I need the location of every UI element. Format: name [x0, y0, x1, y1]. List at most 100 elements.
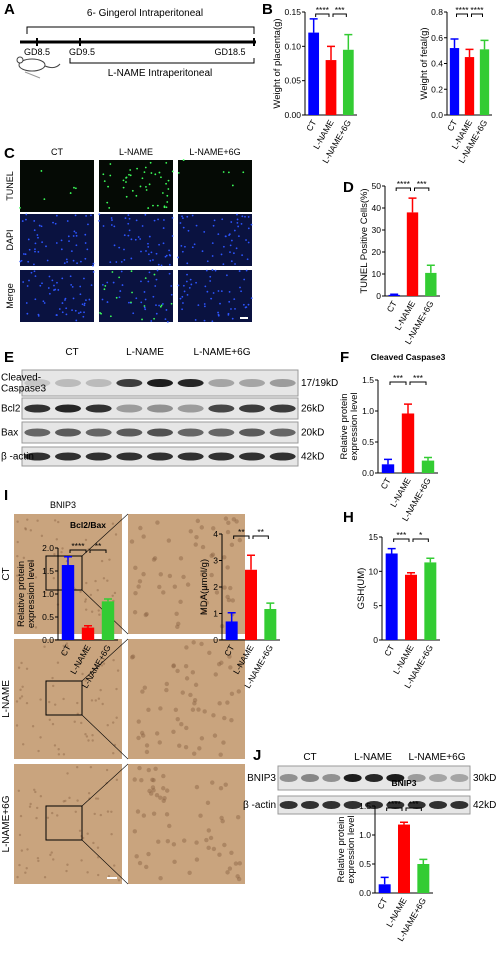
- cell-dot: [222, 171, 225, 173]
- blot-band: [147, 452, 173, 461]
- significance-label: ****: [455, 5, 469, 15]
- bar: [398, 824, 410, 893]
- tissue-dot: [87, 739, 90, 742]
- tissue-dot: [157, 740, 162, 745]
- cell-dot: [233, 229, 236, 232]
- y-tick-label: 1.0: [359, 830, 371, 840]
- y-axis-label: Weight of placenta(g): [272, 18, 283, 108]
- ihc-image: [128, 514, 245, 634]
- cell-dot: [112, 281, 115, 284]
- tissue-dot: [20, 849, 24, 852]
- cell-dot: [203, 319, 206, 322]
- blot-band: [386, 774, 405, 782]
- cell-dot: [34, 298, 37, 301]
- image-bg: [128, 514, 245, 634]
- cell-dot: [182, 159, 185, 161]
- error-bar: [64, 555, 72, 566]
- tissue-dot: [115, 716, 118, 719]
- tissue-dot: [85, 581, 88, 585]
- tissue-dot: [206, 828, 212, 833]
- cell-dot: [201, 250, 204, 253]
- cell-dot: [61, 311, 64, 314]
- cell-dot: [40, 225, 43, 228]
- cell-dot: [171, 235, 174, 237]
- tissue-dot: [220, 818, 225, 824]
- tissue-dot: [171, 729, 176, 734]
- cell-dot: [187, 229, 190, 232]
- cell-dot: [181, 215, 183, 218]
- tissue-dot: [199, 525, 204, 530]
- cell-dot: [221, 218, 224, 221]
- blot-band: [279, 774, 298, 782]
- cell-dot: [144, 298, 147, 301]
- significance-label: **: [257, 527, 264, 537]
- tissue-dot: [175, 668, 180, 674]
- cell-dot: [165, 182, 167, 185]
- tissue-dot: [25, 701, 29, 705]
- tissue-dot: [16, 540, 19, 544]
- tissue-dot: [223, 782, 228, 787]
- tissue-dot: [158, 876, 163, 881]
- cell-dot: [87, 223, 89, 226]
- cell-dot: [140, 280, 142, 283]
- significance-bracket: [252, 535, 269, 539]
- tissue-dot: [217, 852, 222, 857]
- column-header: L-NAME: [119, 147, 153, 157]
- cell-dot: [153, 219, 156, 222]
- cell-dot: [170, 293, 173, 296]
- tissue-dot: [173, 707, 179, 712]
- bar: [405, 574, 417, 640]
- column-header: CT: [51, 147, 63, 157]
- blot-band: [269, 428, 296, 437]
- tissue-dot: [39, 736, 42, 739]
- cell-dot: [42, 300, 45, 303]
- tissue-dot: [87, 548, 90, 551]
- cell-dot: [69, 275, 72, 278]
- column-header: L-NAME+6G: [189, 147, 240, 157]
- band-size: 42kD: [473, 800, 496, 811]
- chart-title: BNIP3: [391, 778, 416, 788]
- cell-dot: [165, 309, 168, 311]
- tissue-dot: [134, 854, 139, 859]
- tissue-dot: [191, 640, 196, 645]
- tissue-dot: [146, 707, 151, 712]
- tissue-dot: [31, 573, 34, 577]
- tissue-dot: [52, 684, 55, 688]
- cell-dot: [170, 285, 173, 287]
- significance-bracket: [471, 13, 483, 17]
- tissue-dot: [84, 538, 88, 542]
- cell-dot: [55, 314, 58, 316]
- y-tick-label: 0.6: [431, 33, 443, 43]
- error-bar: [426, 264, 435, 273]
- error-bar: [426, 557, 435, 563]
- cell-dot: [122, 179, 125, 182]
- cell-dot: [53, 284, 55, 287]
- tissue-dot: [154, 792, 160, 798]
- cell-dot: [123, 234, 126, 237]
- tissue-dot: [138, 525, 143, 531]
- tissue-dot: [115, 778, 119, 782]
- cell-dot: [61, 302, 64, 304]
- cell-dot: [82, 315, 85, 318]
- zoom-line: [81, 513, 129, 557]
- cell-dot: [113, 244, 116, 247]
- tissue-dot: [172, 859, 177, 865]
- tissue-dot: [133, 590, 138, 596]
- blot-band: [147, 379, 173, 387]
- tissue-dot: [62, 652, 65, 655]
- cell-dot: [127, 222, 130, 225]
- tissue-dot: [208, 835, 214, 841]
- zoom-line: [81, 763, 129, 807]
- tissue-dot: [184, 645, 189, 650]
- cell-dot: [86, 248, 89, 251]
- tissue-dot: [34, 626, 38, 629]
- cell-dot: [113, 225, 116, 228]
- tissue-dot: [222, 555, 227, 560]
- cell-dot: [211, 255, 214, 257]
- tissue-dot: [62, 644, 65, 648]
- blot-band: [450, 774, 469, 782]
- tissue-dot: [180, 690, 185, 695]
- tissue-dot: [82, 836, 85, 840]
- image-bg: [20, 160, 94, 212]
- cell-dot: [240, 290, 243, 293]
